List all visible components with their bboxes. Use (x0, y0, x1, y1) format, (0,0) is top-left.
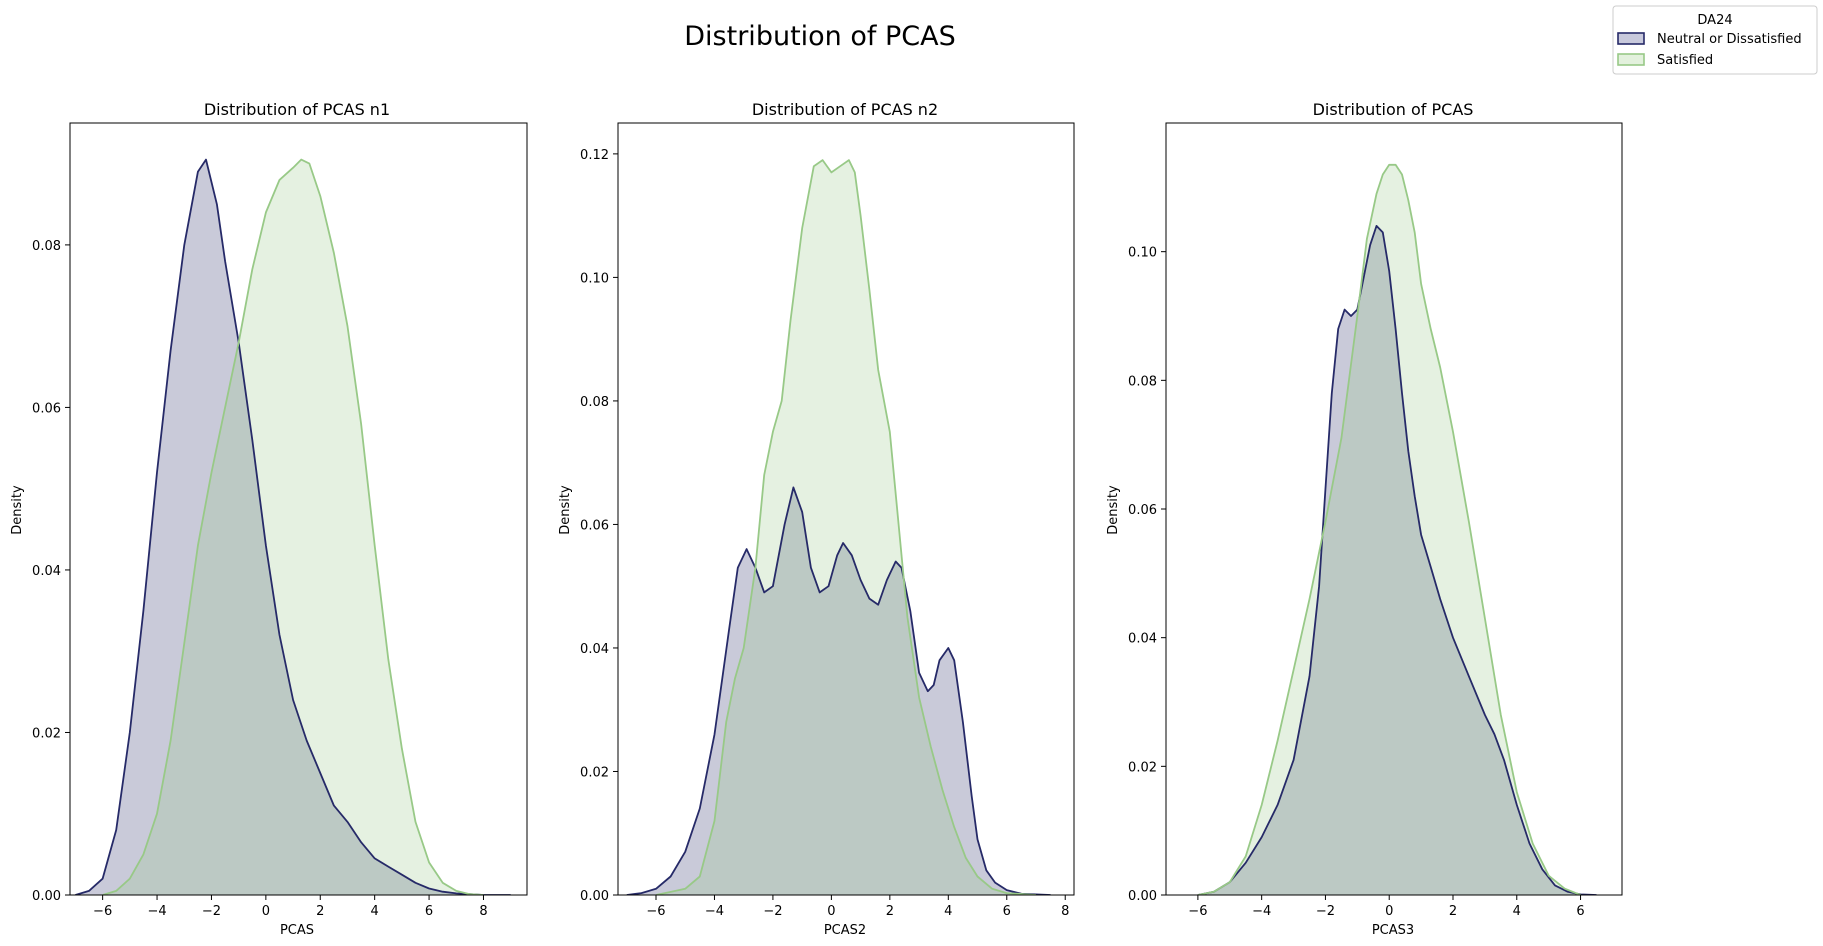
legend-frame (1612, 5, 1818, 75)
y-axis-label: Density (1106, 485, 1121, 535)
figure-title: Distribution of PCAS (684, 21, 955, 52)
x-tick-label: 4 (371, 904, 379, 919)
y-tick-label: 0.04 (32, 564, 61, 579)
x-tick-label: −4 (705, 904, 724, 919)
legend-swatch-neutral (1617, 32, 1645, 45)
x-axis-label: PCAS3 (1372, 923, 1414, 938)
x-tick-label: 8 (479, 904, 487, 919)
x-tick-label: −6 (646, 904, 665, 919)
x-tick-label: −2 (763, 904, 782, 919)
x-tick-label: 6 (1003, 904, 1011, 919)
x-tick-label: 2 (886, 904, 894, 919)
series-group (75, 158, 511, 895)
y-tick-label: 0.02 (580, 765, 609, 780)
y-tick-label: 0.06 (32, 401, 61, 416)
density-line-neutral (1197, 225, 1597, 895)
legend: DA24 Neutral or Dissatisfied Satisfied (1612, 5, 1818, 75)
density-fill-neutral (1197, 225, 1597, 895)
density-line-satisfied (1197, 163, 1581, 895)
y-tick-label: 0.00 (580, 889, 609, 904)
y-tick-label: 0.12 (580, 148, 609, 163)
y-axis-label: Density (558, 485, 573, 535)
density-line-satisfied (655, 159, 1037, 895)
y-tick-label: 0.06 (580, 518, 609, 533)
axes-frame (69, 122, 528, 896)
x-tick-label: −6 (1188, 904, 1207, 919)
legend-title: DA24 (1697, 13, 1732, 28)
x-tick-label: −4 (1252, 904, 1271, 919)
y-axis-label: Density (10, 485, 25, 535)
x-tick-label: −6 (93, 904, 112, 919)
legend-label-neutral: Neutral or Dissatisfied (1657, 32, 1802, 47)
x-tick-label: 2 (316, 904, 324, 919)
y-tick-label: 0.08 (580, 395, 609, 410)
panel-pcas-n1: Distribution of PCAS n1 PCAS Density −6 −… (10, 100, 528, 938)
y-tick-label: 0.04 (580, 642, 609, 657)
series-group (626, 159, 1051, 895)
y-tick-label: 0.10 (1128, 246, 1157, 261)
panel-pcas3: Distribution of PCAS PCAS3 Density −6 −4 −… (1106, 100, 1623, 938)
density-line-satisfied (102, 158, 484, 895)
plot-area (618, 123, 1074, 895)
x-tick-label: 4 (1513, 904, 1521, 919)
x-tick-label: 2 (1449, 904, 1457, 919)
density-fill-satisfied (102, 159, 484, 895)
panel-title: Distribution of PCAS n2 (752, 100, 938, 119)
y-tick-label: 0.02 (1128, 760, 1157, 775)
plot-area (1166, 123, 1622, 895)
x-tick-label: −2 (1316, 904, 1335, 919)
density-fill-neutral (626, 487, 1051, 895)
y-tick-label: 0.10 (580, 271, 609, 286)
y-tick-label: 0.06 (1128, 503, 1157, 518)
y-tick-label: 0.08 (1128, 374, 1157, 389)
axes-frame (617, 122, 1075, 896)
y-tick-label: 0.00 (32, 889, 61, 904)
legend-swatch-satisfied (1617, 53, 1645, 66)
x-tick-label: 8 (1061, 904, 1069, 919)
plot-area (70, 123, 527, 895)
y-tick-label: 0.02 (32, 726, 61, 741)
panel-title: Distribution of PCAS n1 (204, 100, 390, 119)
y-tick-label: 0.08 (32, 239, 61, 254)
x-tick-label: 6 (425, 904, 433, 919)
density-line-neutral (75, 158, 511, 895)
x-tick-label: 0 (1385, 904, 1393, 919)
y-tick-label: 0.04 (1128, 632, 1157, 647)
x-tick-label: 4 (944, 904, 952, 919)
x-tick-label: 0 (827, 904, 835, 919)
y-tick-label: 0.00 (1128, 889, 1157, 904)
x-tick-label: −4 (147, 904, 166, 919)
x-axis-label: PCAS2 (824, 923, 866, 938)
density-fill-neutral (75, 159, 511, 895)
panel-pcas-n2: Distribution of PCAS n2 PCAS2 Density −6… (558, 100, 1075, 938)
density-fill-satisfied (656, 160, 1036, 895)
x-axis-label: PCAS (280, 923, 314, 938)
x-tick-label: 0 (262, 904, 270, 919)
panel-title: Distribution of PCAS (1313, 100, 1474, 119)
legend-label-satisfied: Satisfied (1657, 53, 1713, 68)
x-tick-label: 6 (1576, 904, 1584, 919)
series-group (1197, 163, 1597, 895)
density-line-neutral (626, 486, 1051, 895)
x-tick-label: −2 (202, 904, 221, 919)
